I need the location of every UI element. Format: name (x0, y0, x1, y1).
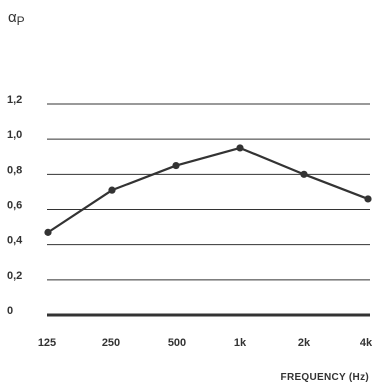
y-tick-label: 0,6 (7, 200, 22, 212)
y-tick-layer: 0 0,2 0,4 0,6 0,8 1,0 1,2 (7, 94, 23, 317)
data-point (108, 186, 116, 194)
data-point (44, 228, 52, 236)
x-axis-title: FREQUENCY (Hz) (281, 372, 369, 383)
series-layer (44, 144, 372, 236)
data-point (236, 144, 244, 152)
x-tick-label: 125 (38, 337, 56, 349)
y-tick-label: 1,0 (7, 129, 22, 141)
x-tick-layer: 125 250 500 1k 2k 4k (38, 337, 372, 349)
y-tick-label: 0,4 (7, 235, 23, 247)
x-tick-label: 1k (234, 337, 247, 349)
data-point (300, 170, 308, 178)
y-tick-label: 0 (7, 305, 13, 317)
y-axis-title-main: α (8, 9, 17, 26)
y-tick-label: 1,2 (7, 94, 22, 106)
data-point (172, 161, 180, 170)
y-tick-label: 0,8 (7, 164, 22, 176)
x-tick-label: 250 (102, 337, 120, 349)
series-line (47, 146, 369, 234)
data-point (364, 195, 372, 203)
x-tick-label: 500 (168, 337, 186, 349)
y-axis-title: αP (8, 9, 25, 28)
x-tick-label: 2k (298, 337, 311, 349)
y-axis-title-sub: P (17, 14, 25, 28)
grid-layer (47, 103, 370, 317)
x-tick-label: 4k (360, 337, 372, 349)
y-tick-label: 0,2 (7, 270, 22, 282)
